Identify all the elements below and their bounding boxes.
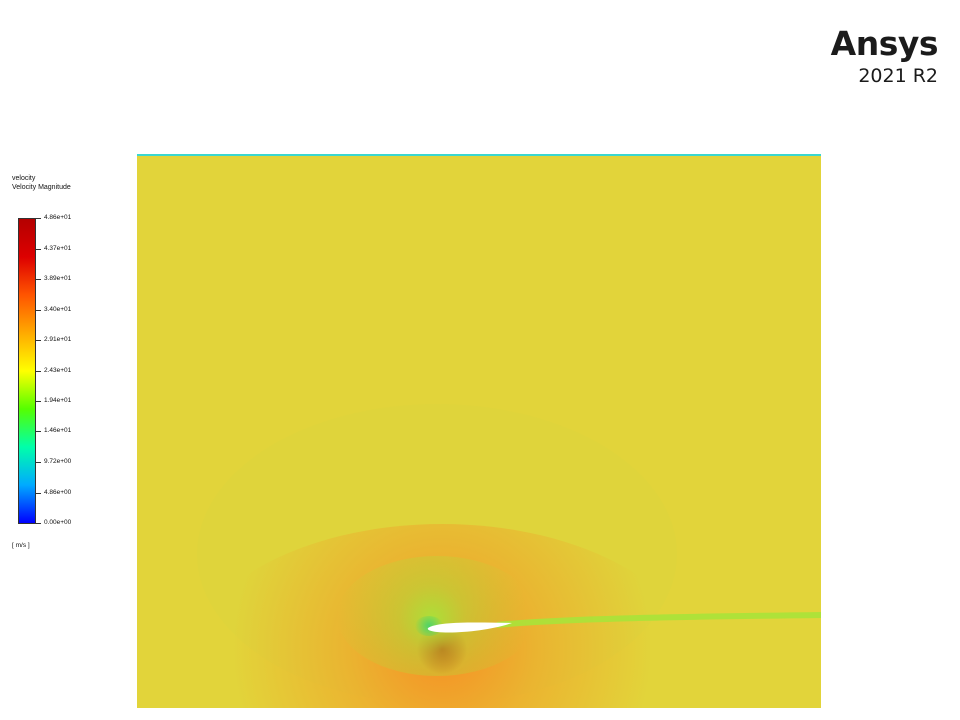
colorbar-tick-label: 0.00e+00 [44, 519, 72, 526]
colorbar-tick-label: 1.46e+01 [44, 427, 72, 435]
colorbar-tick [36, 492, 41, 494]
legend-units: [ m/s ] [12, 542, 30, 549]
legend-title: velocity Velocity Magnitude [12, 174, 71, 192]
brand-name: Ansys [830, 24, 939, 63]
colorbar-tick [36, 431, 41, 433]
brand-version: 2021 R2 [858, 65, 938, 87]
colorbar-tick [36, 340, 41, 342]
colorbar-tick-label: 1.94e+01 [44, 397, 72, 405]
colorbar-tick-label: 4.37e+01 [44, 244, 72, 252]
colorbar-tick [36, 278, 41, 280]
colorbar-tick-label: 4.86e+00 [44, 488, 72, 496]
colorbar-tick-label: 9.72e+00 [44, 458, 72, 465]
colorbar-tick-label: 3.40e+01 [44, 305, 72, 313]
colorbar-tick [36, 401, 41, 403]
colorbar-tick [36, 523, 41, 524]
colorbar-tick [36, 309, 41, 311]
colorbar-tick [36, 218, 41, 219]
top-boundary-layer [137, 154, 821, 156]
colorbar-tick [36, 248, 41, 250]
colorbar-tick-label: 2.91e+01 [44, 336, 72, 344]
colorbar-tick-label: 3.89e+01 [44, 274, 72, 282]
airfoil [427, 622, 512, 633]
suction-side-low-velocity-region [337, 556, 537, 676]
colorbar-tick [36, 370, 41, 372]
legend-title-variable: velocity [12, 175, 36, 182]
velocity-contour-plot[interactable] [137, 154, 821, 708]
wake [497, 612, 821, 628]
colorbar-tick-label: 4.86e+01 [44, 214, 72, 221]
colorbar-tick [36, 462, 41, 463]
colorbar-tick-label: 2.43e+01 [44, 366, 72, 374]
legend-title-quantity: Velocity Magnitude [12, 184, 71, 191]
colorbar [18, 218, 36, 524]
ansys-logo: Ansys 2021 R2 [830, 24, 939, 88]
